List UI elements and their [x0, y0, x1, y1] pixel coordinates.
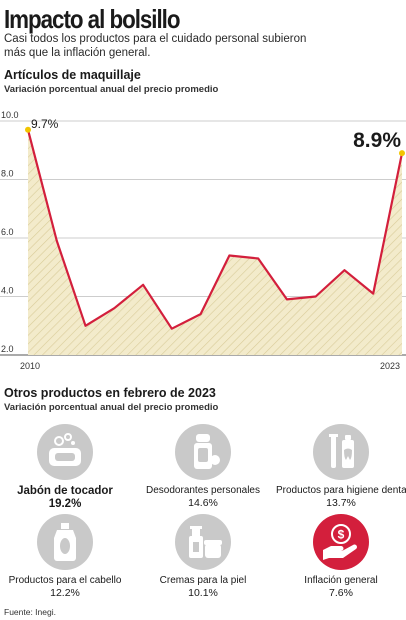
- product-card-deodorant: Desodorantes personales 14.6%: [138, 424, 268, 509]
- product-name: Jabón de tocador: [17, 485, 113, 497]
- y-tick-label: 6.0: [1, 227, 14, 237]
- product-value: 14.6%: [188, 497, 218, 509]
- chart-area-fill: [28, 129, 402, 355]
- chart-subtitle: Variación porcentual anual del precio pr…: [4, 84, 219, 95]
- lead-text-line-1: Casi todos los productos para el cuidado…: [4, 33, 307, 45]
- deodorant-icon: [175, 424, 231, 480]
- product-value: 7.6%: [329, 587, 353, 599]
- soap-icon: [37, 424, 93, 480]
- x-tick-label-last: 2023: [380, 361, 400, 371]
- lead-text-line-2: más que la inflación general.: [4, 47, 151, 59]
- shampoo-icon: [37, 514, 93, 570]
- product-value: 13.7%: [326, 497, 356, 509]
- product-name: Productos para el cabello: [8, 575, 122, 586]
- svg-text:$: $: [338, 528, 345, 542]
- product-value: 10.1%: [188, 587, 218, 599]
- first-point-marker: [25, 126, 31, 133]
- chart-title: Artículos de maquillaje: [4, 68, 141, 82]
- section2-title: Otros productos en febrero de 2023: [4, 386, 216, 400]
- product-card-cream: Cremas para la piel 10.1%: [138, 514, 268, 599]
- product-card-dental: Productos para higiene dental 13.7%: [276, 424, 406, 509]
- last-value-label: 8.9%: [353, 129, 401, 152]
- product-card-soap: Jabón de tocador 19.2%: [0, 424, 130, 510]
- cream-icon: [175, 514, 231, 570]
- product-name: Productos para higiene dental: [276, 485, 406, 496]
- product-value: 19.2%: [48, 498, 82, 510]
- y-tick-label: 8.0: [1, 169, 14, 179]
- product-card-inflation: $ Inflación general 7.6%: [276, 514, 406, 599]
- product-value: 12.2%: [50, 587, 80, 599]
- makeup-price-chart: 10.0 8.0 6.0 4.0 2.0 9.7% 8.9% 2010 2023: [0, 110, 406, 371]
- y-tick-label: 10.0: [1, 110, 19, 120]
- x-tick-label-first: 2010: [20, 361, 40, 371]
- y-tick-label: 4.0: [1, 286, 14, 296]
- toothbrush-icon: [313, 424, 369, 480]
- product-name: Inflación general: [304, 575, 378, 586]
- y-tick-label: 2.0: [1, 344, 14, 354]
- product-name: Desodorantes personales: [146, 485, 260, 496]
- page-title: Impacto al bolsillo: [4, 4, 180, 34]
- last-point-marker: [399, 150, 405, 157]
- product-card-hair: Productos para el cabello 12.2%: [0, 514, 130, 599]
- money-hand-icon: $: [313, 514, 369, 570]
- section2-subtitle: Variación porcentual anual del precio pr…: [4, 402, 219, 413]
- chart-series-line: [26, 129, 404, 330]
- source-note: Fuente: Inegi.: [4, 607, 56, 617]
- first-value-label: 9.7%: [31, 117, 59, 131]
- product-name: Cremas para la piel: [159, 575, 247, 586]
